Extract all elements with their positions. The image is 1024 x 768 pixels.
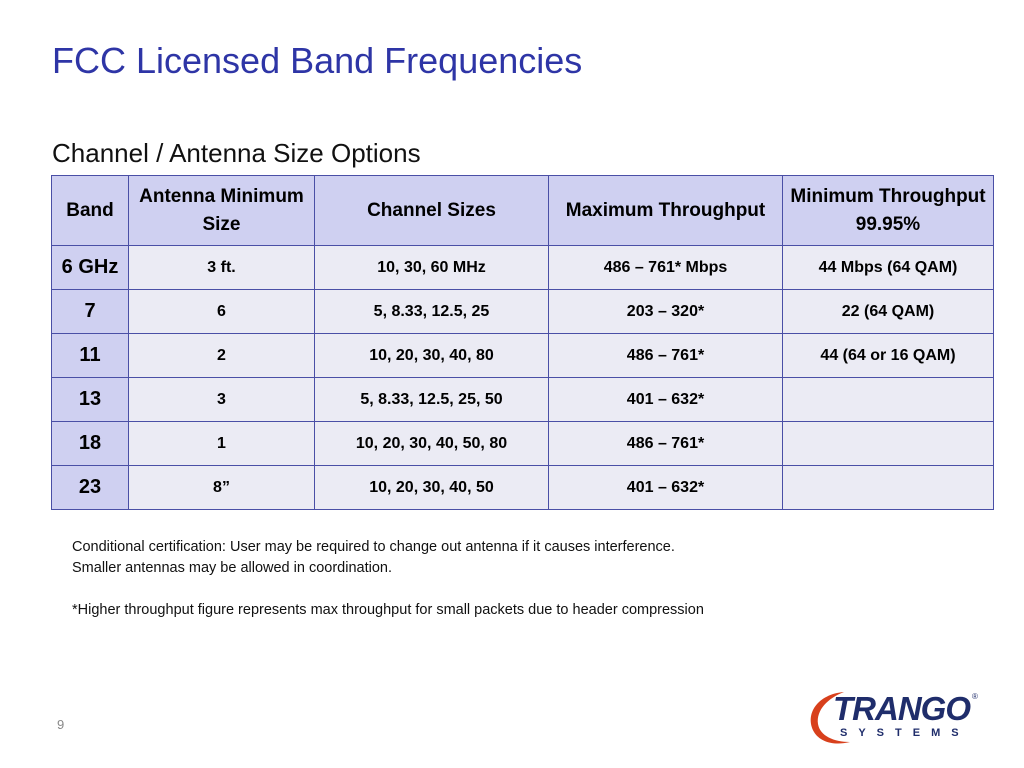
band-frequency-table: Band Antenna Minimum Size Channel Sizes …: [51, 175, 994, 510]
cell-max-throughput: 401 – 632*: [548, 377, 783, 422]
cell-band: 18: [51, 421, 129, 466]
note-conditional-certification: Conditional certification: User may be r…: [72, 539, 675, 555]
table-header-row: Band Antenna Minimum Size Channel Sizes …: [51, 175, 994, 246]
logo-subtitle: SYSTEMS: [840, 727, 970, 739]
cell-min-throughput: [782, 421, 994, 466]
cell-channel-sizes: 10, 30, 60 MHz: [314, 245, 549, 290]
cell-min-throughput: 22 (64 QAM): [782, 289, 994, 334]
cell-band: 6 GHz: [51, 245, 129, 290]
cell-antenna-size: 1: [128, 421, 315, 466]
cell-max-throughput: 486 – 761* Mbps: [548, 245, 783, 290]
cell-channel-sizes: 10, 20, 30, 40, 80: [314, 333, 549, 378]
logo-wordmark: TRANGO: [833, 690, 971, 727]
logo-swoosh-icon: [810, 692, 850, 744]
table-row: 6 GHz 3 ft. 10, 30, 60 MHz 486 – 761* Mb…: [51, 245, 994, 290]
note-smaller-antennas: Smaller antennas may be allowed in coord…: [72, 560, 392, 576]
cell-min-throughput: 44 (64 or 16 QAM): [782, 333, 994, 378]
cell-antenna-size: 3: [128, 377, 315, 422]
cell-min-throughput: [782, 377, 994, 422]
logo-registered-mark: ®: [972, 692, 978, 701]
cell-max-throughput: 486 – 761*: [548, 333, 783, 378]
cell-max-throughput: 486 – 761*: [548, 421, 783, 466]
cell-band: 13: [51, 377, 129, 422]
header-max-throughput: Maximum Throughput: [548, 175, 783, 246]
footnotes: Conditional certification: User may be r…: [72, 537, 704, 621]
table-row: 18 1 10, 20, 30, 40, 50, 80 486 – 761*: [51, 421, 994, 466]
slide-subtitle: Channel / Antenna Size Options: [52, 138, 421, 168]
table-row: 11 2 10, 20, 30, 40, 80 486 – 761* 44 (6…: [51, 333, 994, 378]
page-number: 9: [57, 717, 65, 732]
cell-band: 11: [51, 333, 129, 378]
note-spacer: [72, 579, 704, 600]
trango-systems-logo: TRANGO ® SYSTEMS: [800, 686, 990, 748]
header-min-throughput: Minimum Throughput 99.95%: [782, 175, 994, 246]
cell-antenna-size: 8”: [128, 465, 315, 510]
cell-antenna-size: 3 ft.: [128, 245, 315, 290]
header-antenna-min-size: Antenna Minimum Size: [128, 175, 315, 246]
cell-channel-sizes: 10, 20, 30, 40, 50, 80: [314, 421, 549, 466]
cell-channel-sizes: 5, 8.33, 12.5, 25, 50: [314, 377, 549, 422]
table-row: 23 8” 10, 20, 30, 40, 50 401 – 632*: [51, 465, 994, 510]
table-row: 13 3 5, 8.33, 12.5, 25, 50 401 – 632*: [51, 377, 994, 422]
header-channel-sizes: Channel Sizes: [314, 175, 549, 246]
slide-title: FCC Licensed Band Frequencies: [52, 40, 583, 81]
cell-band: 23: [51, 465, 129, 510]
cell-channel-sizes: 10, 20, 30, 40, 50: [314, 465, 549, 510]
cell-min-throughput: 44 Mbps (64 QAM): [782, 245, 994, 290]
header-band: Band: [51, 175, 129, 246]
cell-antenna-size: 6: [128, 289, 315, 334]
cell-max-throughput: 401 – 632*: [548, 465, 783, 510]
table-row: 7 6 5, 8.33, 12.5, 25 203 – 320* 22 (64 …: [51, 289, 994, 334]
cell-antenna-size: 2: [128, 333, 315, 378]
cell-channel-sizes: 5, 8.33, 12.5, 25: [314, 289, 549, 334]
cell-min-throughput: [782, 465, 994, 510]
cell-band: 7: [51, 289, 129, 334]
cell-max-throughput: 203 – 320*: [548, 289, 783, 334]
note-throughput-asterisk: *Higher throughput figure represents max…: [72, 602, 704, 618]
